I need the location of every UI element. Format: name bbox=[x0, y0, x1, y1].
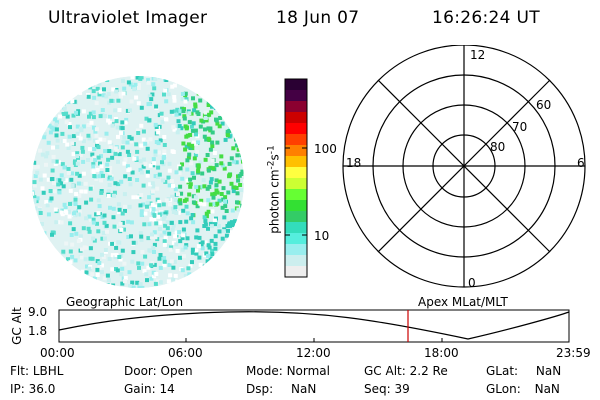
polar-label-6: 6 bbox=[577, 156, 585, 170]
colorbar-band bbox=[285, 123, 307, 135]
colorbar-band bbox=[285, 266, 307, 278]
colorbar-band bbox=[285, 211, 307, 223]
colorbar-band bbox=[285, 189, 307, 201]
colorbar-axis-label: photon cm-2s-1 bbox=[266, 145, 282, 234]
timeline-xtick-2359: 23:59 bbox=[556, 346, 591, 360]
info-glon: GLon: NaN bbox=[486, 382, 560, 396]
polar-ring-60: 60 bbox=[536, 98, 552, 112]
apex-caption: Apex MLat/MLT bbox=[418, 295, 508, 309]
info-gain: Gain: 14 bbox=[124, 382, 175, 396]
polar-label-18: 18 bbox=[346, 156, 362, 170]
polar-plot bbox=[342, 45, 586, 288]
colorbar-band bbox=[285, 178, 307, 190]
info-dsp: Dsp: NaN bbox=[246, 382, 317, 396]
polar-ring-70: 70 bbox=[512, 120, 528, 134]
geographic-caption: Geographic Lat/Lon bbox=[66, 295, 184, 309]
info-flt: Flt: LBHL bbox=[10, 364, 64, 378]
info-mode: Mode: Normal bbox=[246, 364, 330, 378]
colorbar-band bbox=[285, 222, 307, 234]
time-label: 16:26:24 UT bbox=[432, 8, 540, 28]
colorbar-band bbox=[285, 244, 307, 256]
colorbar-band bbox=[285, 134, 307, 146]
colorbar-tick-100: 100 bbox=[314, 142, 337, 156]
info-ip: IP: 36.0 bbox=[10, 382, 56, 396]
timeline-ytick-1-8: 1.8 bbox=[28, 324, 48, 338]
colorbar-band bbox=[285, 233, 307, 245]
timeline-xtick-0600: 06:00 bbox=[168, 346, 203, 360]
polar-label-12: 12 bbox=[470, 48, 486, 62]
polar-ring-80: 80 bbox=[490, 140, 506, 154]
info-door: Door: Open bbox=[124, 364, 193, 378]
colorbar-band bbox=[285, 112, 307, 124]
colorbar-band bbox=[285, 167, 307, 179]
instrument-title: Ultraviolet Imager bbox=[48, 8, 208, 28]
colorbar-band bbox=[285, 90, 307, 102]
uv-image bbox=[32, 76, 244, 288]
colorbar-tick-10: 10 bbox=[314, 229, 330, 243]
date-label: 18 Jun 07 bbox=[276, 8, 360, 28]
timeline-xtick-0000: 00:00 bbox=[40, 346, 75, 360]
info-gc-alt: GC Alt: 2.2 Re bbox=[364, 364, 448, 378]
timeline-xtick-1800: 18:00 bbox=[424, 346, 459, 360]
colorbar-band bbox=[285, 145, 307, 157]
info-seq: Seq: 39 bbox=[364, 382, 410, 396]
colorbar-band bbox=[285, 79, 307, 91]
timeline-ytick-9: 9.0 bbox=[28, 305, 48, 319]
timeline-ylabel: GC Alt bbox=[10, 307, 24, 345]
info-glat: GLat: NaN bbox=[486, 364, 562, 378]
colorbar-band bbox=[285, 200, 307, 212]
colorbar-band bbox=[285, 156, 307, 168]
timeline-xtick-1200: 12:00 bbox=[296, 346, 331, 360]
colorbar-band bbox=[285, 101, 307, 113]
color-scale-bar bbox=[284, 78, 308, 278]
altitude-timeline bbox=[58, 309, 570, 343]
colorbar-band bbox=[285, 255, 307, 267]
polar-label-0: 0 bbox=[468, 276, 476, 290]
